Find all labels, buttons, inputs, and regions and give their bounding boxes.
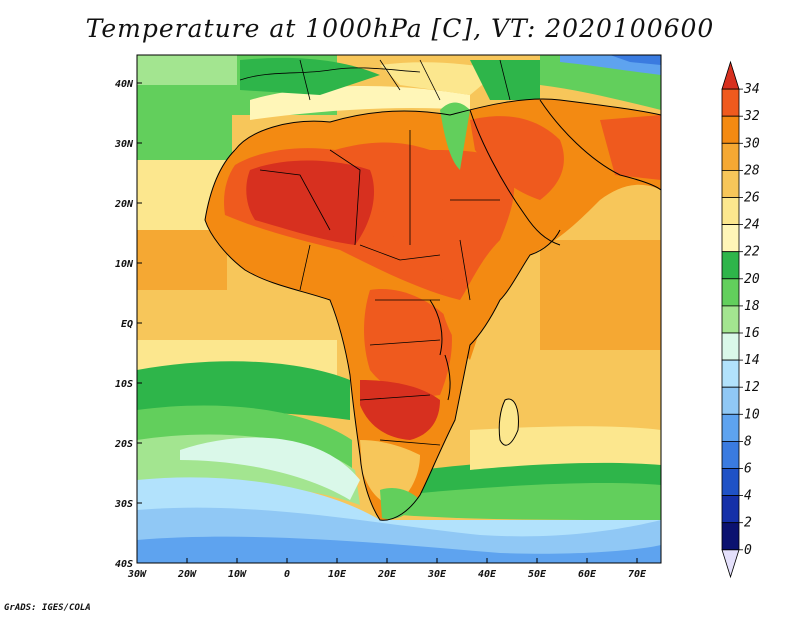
lon-label: 20W: [177, 569, 197, 580]
colorbar-bottom-triangle: [721, 549, 740, 579]
colorbar-label: 30: [743, 136, 760, 151]
coastlines-borders: [204, 59, 661, 521]
lon-label: 30E: [427, 569, 447, 580]
lat-label: 40N: [115, 79, 134, 90]
colorbar-label: 12: [744, 380, 760, 395]
colorbar-swatch: [721, 278, 740, 307]
colorbar-swatch: [721, 359, 740, 388]
lon-label: 60E: [578, 569, 597, 580]
lat-label: 20N: [114, 199, 134, 210]
colorbar-swatch: [721, 495, 740, 524]
colorbar-label: 10: [744, 407, 760, 422]
colorbar-label: 22: [744, 245, 760, 260]
colorbar-swatch: [721, 305, 740, 334]
lon-label: 10E: [328, 569, 347, 580]
colorbar-label: 18: [744, 299, 760, 314]
lat-label: 20S: [114, 439, 133, 450]
lon-label: 50E: [528, 569, 547, 580]
colorbar-swatch: [721, 440, 740, 469]
lon-label: 20E: [377, 569, 397, 580]
colorbar-swatch: [721, 115, 740, 144]
colorbar-label: 6: [744, 462, 752, 477]
colorbar-label: 24: [744, 218, 760, 233]
colorbar-swatch: [721, 522, 740, 551]
map-title: Temperature at 1000hPa [C], VT: 20201006…: [85, 14, 715, 43]
colorbar-label: 16: [744, 326, 760, 341]
colorbar-label: 2: [744, 516, 752, 531]
colorbar-swatch: [721, 224, 740, 253]
lon-label: 30W: [127, 569, 147, 580]
lat-label: 30N: [114, 139, 134, 150]
colorbar-label: 34: [743, 82, 760, 97]
colorbar-swatch: [721, 413, 740, 442]
colorbar-swatch: [721, 88, 740, 117]
colorbar-swatch: [721, 468, 740, 497]
colorbar-swatch: [721, 332, 740, 361]
lat-label: 10S: [115, 379, 133, 390]
lon-label: 10W: [228, 569, 247, 580]
lat-label: EQ: [121, 319, 133, 330]
lat-label: 30S: [114, 499, 133, 510]
latitude-axis: 40N 30N 20N 10N EQ 10S 20S 30S 40S: [114, 79, 142, 570]
colorbar-swatch: [721, 251, 740, 280]
lat-label: 10N: [115, 259, 134, 270]
colorbar-label: 0: [744, 543, 752, 558]
colorbar-label: 20: [744, 272, 760, 287]
credit-text: GrADS: IGES/COLA: [4, 603, 91, 613]
colorbar-swatch: [721, 386, 740, 415]
temperature-field: [137, 55, 661, 563]
colorbar-label: 8: [744, 434, 752, 449]
colorbar-label: 26: [744, 191, 760, 206]
plot-frame: [136, 54, 662, 564]
lon-label: 40E: [478, 569, 497, 580]
longitude-axis: 30W 20W 10W 0 10E 20E 30E 40E 50E 60E 70E: [127, 558, 647, 580]
lon-label: 70E: [628, 569, 647, 580]
colorbar-swatch: [721, 197, 740, 226]
colorbar-label: 4: [744, 489, 752, 504]
colorbar-swatch: [721, 142, 740, 171]
colorbar-top-triangle: [721, 60, 740, 90]
colorbar-label: 14: [744, 353, 760, 368]
colorbar-swatch: [721, 169, 740, 198]
lat-label: 40S: [115, 559, 133, 570]
colorbar-label: 28: [744, 163, 760, 178]
lon-label: 0: [284, 569, 290, 580]
colorbar-label: 32: [743, 109, 760, 124]
